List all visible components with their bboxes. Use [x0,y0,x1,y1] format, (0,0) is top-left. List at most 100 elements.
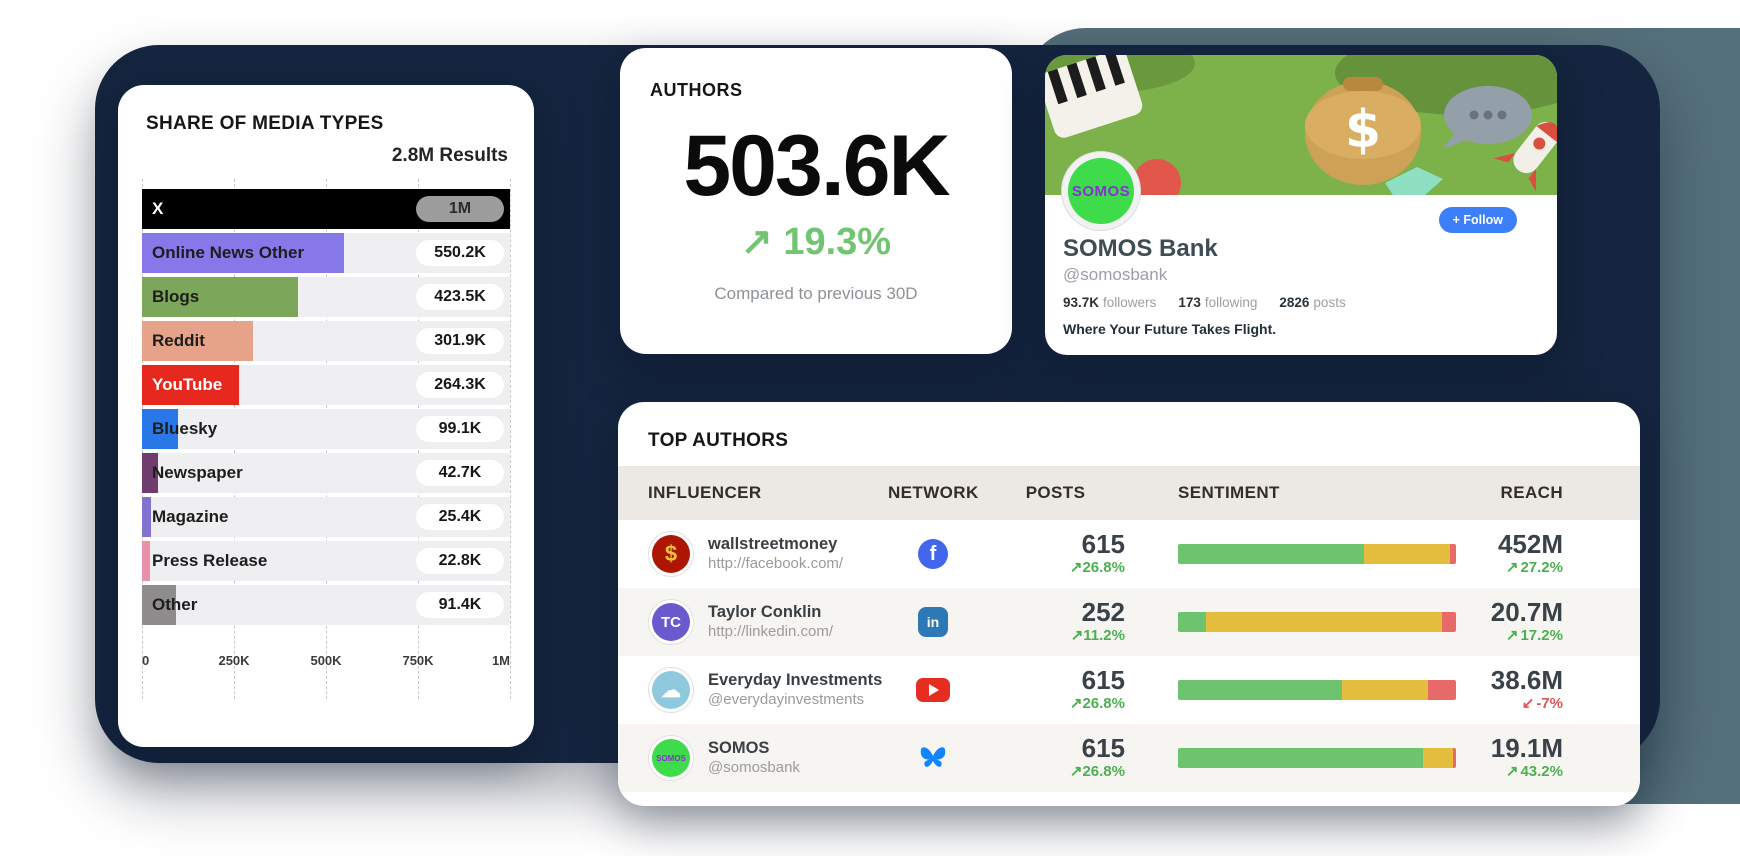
chart-row: Newspaper 42.7K [142,453,510,493]
trend-change-value: -7% [1536,694,1563,712]
avatar-glyph: $ [652,535,690,573]
x-axis-tick-label: 500K [310,653,342,668]
facebook-icon[interactable]: f [918,539,948,569]
chart-value-pill: 91.4K [416,592,504,618]
sentiment-negative-segment [1442,612,1456,632]
top-authors-card: TOP AUTHORS INFLUENCER NETWORK POSTS SEN… [618,402,1640,806]
chart-bar-label: Reddit [152,331,205,350]
chart-bar [142,365,240,405]
influencer-name[interactable]: wallstreetmoney [708,535,838,554]
influencer-cell: SOMOS SOMOS @somosbank [618,735,888,781]
sentiment-positive-segment [1178,748,1423,768]
sentiment-negative-segment [1450,544,1456,564]
influencer-handle[interactable]: @everydayinvestments [708,690,865,708]
table-row: $ wallstreetmoney http://facebook.com/f 615… [618,520,1640,588]
network-cell [888,678,978,702]
sentiment-bar [1178,612,1456,632]
chart-bar-label: Online News Other [152,243,305,262]
chart-value-pill: 423.5K [416,284,504,310]
authors-title: AUTHORS [650,80,743,100]
influencer-avatar: $ [648,531,694,577]
influencer-avatar: TC [648,599,694,645]
chart-bar [142,453,158,493]
posts-stat: 2826 posts [1279,295,1346,310]
network-cell: f [888,539,978,569]
profile-avatar-logo: SOMOS [1068,158,1134,224]
chart-bar-label: YouTube [152,375,223,394]
sentiment-cell [1178,544,1473,564]
sentiment-neutral-segment [1422,748,1454,768]
profile-stats: 93.7K followers 173 following 2826 posts [1063,295,1346,310]
influencer-handle[interactable]: @somosbank [708,758,800,776]
chart-bar [142,277,298,317]
reach-value: 20.7M [1490,596,1563,627]
influencer-cell: $ wallstreetmoney http://facebook.com/ [618,531,888,577]
chart-row: Reddit 301.9K [142,321,510,361]
trend-change-value: 26.8% [1082,762,1125,780]
trend-down-icon: ↙ [1521,694,1535,712]
top-authors-rows: $ wallstreetmoney http://facebook.com/f 615… [618,520,1640,792]
chart-row: X 1M [142,189,510,229]
trend-change-value: 11.2% [1083,626,1125,644]
chart-value-pill: 264.3K [416,372,504,398]
sentiment-bar [1178,680,1456,700]
trend-up-icon: ↗ [1069,694,1083,712]
influencer-cell: ☁ Everyday Investments @everydayinvestment… [618,667,888,713]
network-cell: in [888,607,978,637]
reach-value: 38.6M [1490,664,1563,695]
youtube-icon[interactable] [916,678,950,702]
trend-change-value: 27.2% [1520,558,1563,576]
column-header-posts: POSTS [1025,483,1086,502]
reach-value: 19.1M [1490,732,1563,763]
chart-bar [142,233,345,273]
posts-cell: 615 ↗26.8% [978,732,1133,782]
avatar-glyph: SOMOS [652,739,690,777]
network-cell [888,743,978,773]
chart-bar [142,409,179,449]
trend-change-value: 17.2% [1520,626,1563,644]
x-axis-tick-label: 0 [142,653,150,668]
linkedin-icon[interactable]: in [918,607,948,637]
follow-button[interactable]: + Follow [1438,207,1517,233]
trend-change: ↗ 43.2% [1473,762,1563,782]
trend-up-icon: ↗ [1505,626,1519,644]
chart-row: Bluesky 99.1K [142,409,510,449]
media-chart-rows: X 1M Online News Other 550.2K Blogs 423.5K Red… [142,189,510,625]
sentiment-negative-segment [1428,680,1456,700]
chart-row: Press Release 22.8K [142,541,510,581]
influencer-cell: TC Taylor Conklin http://linkedin.com/ [618,599,888,645]
influencer-handle[interactable]: http://facebook.com/ [708,554,844,572]
posts-count: 615 [1081,732,1125,763]
posts-count: 615 [1081,528,1125,559]
money-bag-illustration: $ [1305,77,1421,185]
influencer-name[interactable]: Taylor Conklin [708,603,822,622]
table-row: ☁ Everyday Investments @everydayinvestment… [618,656,1640,724]
chart-bar-label: Magazine [152,507,229,526]
x-axis-tick-label: 1M [491,653,510,668]
trend-change: ↗26.8% [978,694,1125,714]
chart-row: Online News Other 550.2K [142,233,510,273]
column-header-sentiment: SENTIMENT [1178,483,1280,502]
followers-stat: 93.7K followers [1063,295,1157,310]
sentiment-positive-segment [1178,612,1206,632]
trend-change-value: 43.2% [1520,762,1563,780]
influencer-name[interactable]: SOMOS [708,739,770,758]
trend-change: ↙ -7% [1473,694,1563,714]
chart-bar-label: X [152,199,164,218]
bluesky-icon[interactable] [918,743,948,773]
chart-row: Magazine 25.4K [142,497,510,537]
play-icon [929,684,939,696]
banner-illustration: $ [1045,55,1557,195]
influencer-name[interactable]: Everyday Investments [708,671,883,690]
table-row: SOMOS SOMOS @somosbank 615 ↗26.8% 19.1M ↗ 43.2% [618,724,1640,792]
influencer-handle[interactable]: http://linkedin.com/ [708,622,834,640]
chart-value-pill: 25.4K [416,504,504,530]
chart-bar [142,585,176,625]
sentiment-bar [1178,748,1456,768]
trend-up-icon: ↗ [740,221,773,263]
trend-up-icon: ↗ [1069,762,1083,780]
chart-value-pill: 550.2K [416,240,504,266]
chart-value-pill: 22.8K [416,548,504,574]
sentiment-neutral-segment [1342,680,1429,700]
